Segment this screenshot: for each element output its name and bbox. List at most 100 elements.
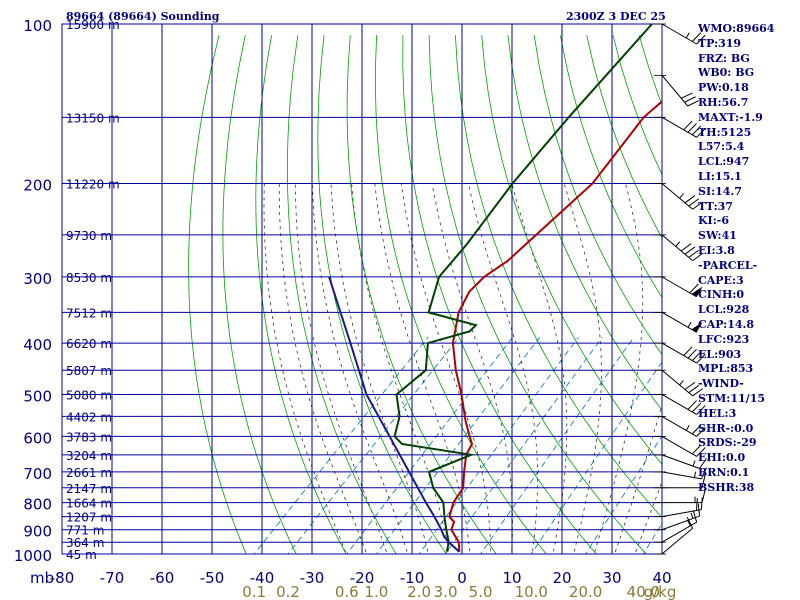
moist-adiabat [330,183,429,554]
index-item: SW:41 [698,229,737,243]
mixing-ratio-label: 40.0 [627,583,660,600]
mixing-ratio-label: 2.0 [407,583,431,600]
wind-flag [691,402,702,413]
index-item: CAP:14.8 [698,317,755,331]
wind-half-flag [690,512,694,519]
index-item: LI:15.1 [698,169,742,183]
temperature-tick-label: 40 [652,569,671,587]
wind-flag [701,490,706,503]
wind-flag [684,96,696,103]
temperature-tick-label: -70 [100,569,125,587]
height-label: 13150 m [66,111,120,125]
wind-flag [691,32,702,42]
index-item: -WIND- [698,377,744,391]
dry-adiabat [560,35,662,299]
pressure-label: 400 [23,336,52,354]
height-label: 364 m [66,536,104,550]
mixing-ratio-line [585,435,662,554]
sounding-traces [328,24,662,553]
wind-staff [661,394,697,415]
dry-adiabats [188,35,662,554]
wind-flag [700,467,707,480]
height-label: 4402 m [66,410,112,424]
pressure-label: 800 [23,496,52,514]
wind-staff [661,515,700,531]
mixing-ratio-label: 20.0 [569,583,602,600]
index-item: WB0: BG [698,66,755,80]
wind-flag [688,385,700,394]
mixing-ratio-line [287,337,460,554]
temperature-tick-label: -50 [200,569,225,587]
wind-half-flag [685,424,690,431]
index-item: PW:0.18 [698,81,749,95]
wind-half-flag [679,380,684,386]
wind-staff [661,116,697,138]
dry-adiabat [286,35,397,554]
parcel-trace [328,276,460,553]
wind-pennant [691,321,703,333]
wind-flag [692,201,703,210]
pressure-label: 1000 [14,547,52,565]
index-item: WMO:89664 [698,22,775,35]
wind-flag [680,243,692,252]
wind-barb [654,342,706,364]
pressure-unit-label: mb [30,569,54,587]
wind-flag [686,516,694,529]
moist-adiabat [634,480,662,554]
height-label: 1207 m [66,511,112,525]
temperature-tick-label: 10 [502,569,521,587]
mixing-ratio-line [418,337,579,554]
wind-barb [654,475,706,489]
wind-barb [654,276,703,298]
wind-barb [654,516,694,555]
wind-barb [654,116,706,138]
dry-adiabat [481,35,662,465]
temperature-tick-label: -10 [400,569,425,587]
dry-adiabat [255,35,347,554]
index-item: SHR-:0.0 [698,421,754,435]
wind-barb [654,435,706,457]
moist-adiabat [294,183,388,554]
mixing-ratio-label: g/kg [644,583,677,600]
height-label: 45 m [66,548,97,562]
height-label: 771 m [66,524,104,538]
wind-half-flag [679,193,684,199]
temperature-tick-label: -40 [250,569,275,587]
wind-barb [654,415,706,437]
wind-barb [654,394,706,415]
moist-adiabat [311,183,409,554]
wind-barb [654,490,706,504]
wind-flag [691,351,702,361]
wind-flag [695,498,698,511]
wind-barbs [654,23,707,555]
wind-flag [683,120,693,131]
wind-pennant [691,286,703,297]
temperature-tick-label: -20 [350,569,375,587]
wind-flag [687,100,700,107]
index-item: FRZ: BG [698,51,750,65]
temperature-tick-label: -60 [150,569,175,587]
wind-half-flag [685,32,690,39]
height-label: 5807 m [66,364,112,378]
wind-barb [654,467,707,480]
index-item: -PARCEL- [698,258,758,272]
dry-adiabat [455,35,662,519]
index-item: L57:5.4 [698,140,745,154]
pressure-label: 200 [23,177,52,195]
wind-barb [654,74,700,107]
wind-flag [684,381,696,390]
height-label: 6620 m [66,337,112,351]
moist-adiabat [563,183,602,554]
mixing-ratio-label: 0.2 [276,583,300,600]
index-item: CAPE:3 [698,273,744,287]
dry-adiabat [317,35,447,554]
index-item: SRDS:-29 [698,436,757,450]
wind-staff [661,342,697,364]
index-item: STM:11/15 [698,391,765,405]
moist-adiabat [431,183,513,554]
temperature-trace [448,100,662,552]
mixing-ratio-label: 3.0 [434,583,458,600]
wind-flag [681,92,693,99]
